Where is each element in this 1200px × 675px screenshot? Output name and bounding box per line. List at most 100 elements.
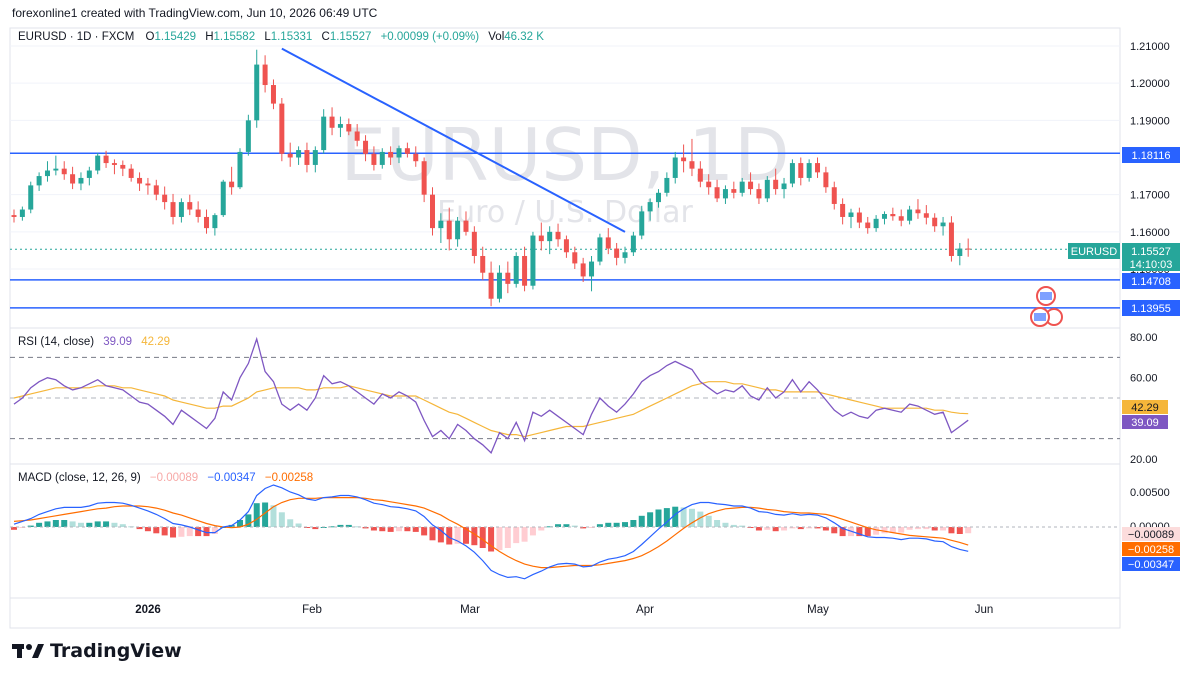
macd-hist-bar — [144, 527, 151, 532]
candle — [915, 209, 921, 214]
macd-hist-bar — [404, 527, 411, 532]
x-tick-feb: Feb — [302, 604, 322, 616]
candle — [505, 272, 511, 284]
x-tick-mar: Mar — [460, 604, 480, 616]
candle — [153, 185, 159, 195]
macd-hist-bar — [806, 527, 813, 529]
candle — [86, 170, 92, 178]
candle — [28, 185, 34, 210]
candle — [563, 239, 569, 253]
candle — [496, 272, 502, 299]
macd-hist-bar — [789, 527, 796, 529]
macd-hist-bar — [580, 527, 587, 529]
candle — [61, 168, 67, 175]
candle — [672, 157, 678, 178]
rsi-value-text: 39.09 — [1131, 417, 1159, 429]
macd-line-label-text: −0.00347 — [1128, 559, 1174, 571]
macd-hist-bar — [287, 519, 294, 527]
legend-h-label: H — [205, 31, 213, 43]
candle — [722, 189, 728, 199]
level-label-2: 1.14708 — [1122, 273, 1180, 289]
candle — [95, 155, 101, 171]
candle — [689, 161, 695, 169]
level-label-3-text: 1.13955 — [1131, 303, 1171, 315]
candle — [639, 211, 645, 236]
us-event-flag-2[interactable] — [1030, 307, 1063, 327]
candle — [396, 148, 402, 158]
macd-hist-bar — [278, 512, 285, 527]
macd-hist-bar — [965, 527, 972, 534]
macd-hist-bar — [61, 520, 68, 527]
candle — [455, 220, 461, 240]
macd-hist-bar — [203, 527, 210, 537]
macd-hist-bar — [596, 524, 603, 527]
macd-hist-bar — [839, 527, 846, 537]
candle — [170, 202, 176, 217]
trend-line[interactable] — [281, 47, 626, 233]
candle — [655, 192, 661, 203]
candle — [856, 212, 862, 223]
macd-hist-bar — [186, 527, 193, 537]
last-price-label: EURUSD 1.15527 14:10:03 — [1068, 243, 1180, 271]
macd-hist-label: −0.00089 — [1122, 527, 1180, 541]
macd-hist-bar — [856, 527, 863, 537]
candle — [78, 177, 84, 184]
candle — [471, 231, 477, 256]
macd-line — [13, 484, 969, 580]
candle — [262, 64, 268, 86]
candle — [44, 170, 50, 177]
macd-hist-bar — [914, 527, 921, 530]
macd-hist-bar — [354, 526, 361, 528]
candle — [907, 209, 913, 221]
x-tick-may: May — [807, 604, 829, 616]
macd-hist-bar — [655, 509, 662, 527]
tradingview-logo[interactable]: TradingView — [12, 640, 182, 662]
attribution-header: forexonline1 created with TradingView.co… — [12, 6, 378, 20]
candle — [254, 64, 260, 121]
level-label-1-bg — [1122, 147, 1180, 163]
macd-hist-bar — [755, 527, 762, 531]
macd-hist-bar — [722, 522, 729, 527]
macd-hist-bar — [822, 527, 829, 531]
candle — [589, 261, 595, 277]
candle — [488, 272, 494, 299]
macd-hist-bar — [546, 526, 553, 528]
candle — [932, 217, 938, 227]
candle — [898, 216, 904, 221]
time-axis[interactable]: 2026 Feb Mar Apr May Jun — [135, 604, 993, 616]
macd-hist-bar — [345, 524, 352, 527]
legend-o-label: O — [145, 31, 154, 43]
us-event-flag[interactable] — [1036, 286, 1056, 306]
legend-high: 1.15582 — [214, 31, 256, 43]
candles — [11, 49, 971, 307]
legend-symbol: EURUSD · 1D · FXCM — [18, 31, 134, 43]
macd-hist-bar — [69, 521, 76, 527]
macd-hist-bar — [906, 527, 913, 530]
candle — [404, 148, 410, 154]
candle — [513, 255, 519, 284]
tradingview-brand: TradingView — [50, 640, 182, 662]
macd-hist-bar — [412, 527, 419, 532]
macd-hist-bar — [103, 521, 110, 527]
candle — [890, 213, 896, 217]
macd-hist-bar — [504, 527, 511, 548]
candle — [538, 235, 544, 242]
candle — [195, 209, 201, 217]
rsi-title: RSI (14, close) — [18, 336, 94, 348]
macd-hist-bar — [605, 522, 612, 527]
candle — [296, 150, 302, 158]
macd-hist-bar — [27, 525, 34, 527]
candle — [204, 216, 210, 229]
macd-hist-bar — [421, 527, 428, 536]
candle — [111, 163, 117, 165]
candle — [145, 183, 151, 186]
macd-histogram — [11, 502, 972, 552]
macd-hist-bar — [370, 527, 377, 531]
level-label-2-text: 1.14708 — [1131, 276, 1171, 288]
macd-hist-bar — [379, 527, 386, 532]
macd-hist-bar — [680, 507, 687, 527]
macd-hist-bar — [496, 527, 503, 551]
legend-open: 1.15429 — [154, 31, 196, 43]
rsi-ma-line — [13, 381, 969, 438]
